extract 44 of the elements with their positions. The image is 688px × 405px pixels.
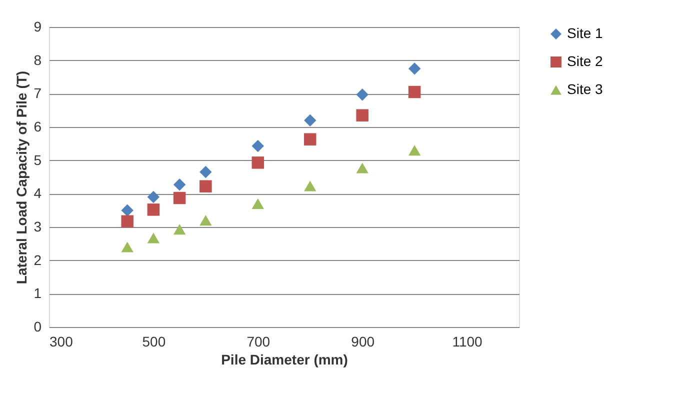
legend-label: Site 2 <box>567 53 604 69</box>
point <box>304 114 316 126</box>
point <box>173 178 186 191</box>
x-tick-label: 500 <box>142 334 166 350</box>
point <box>200 166 212 178</box>
y-tick-label: 7 <box>34 85 42 102</box>
point <box>356 162 368 174</box>
point <box>173 224 186 235</box>
y-tick-label: 5 <box>34 152 42 168</box>
x-axis-title: Pile Diameter (mm) <box>221 352 348 368</box>
point <box>252 156 264 169</box>
point <box>304 133 316 146</box>
x-tick-label: 700 <box>246 334 270 350</box>
point <box>147 232 160 244</box>
point <box>200 180 212 192</box>
point <box>121 204 134 216</box>
y-tick-label: 8 <box>34 52 42 68</box>
point <box>408 86 421 98</box>
point <box>356 109 368 122</box>
x-tick-label: 900 <box>351 334 375 350</box>
point <box>304 180 316 192</box>
point <box>408 62 421 75</box>
point <box>356 88 368 101</box>
point <box>147 204 160 216</box>
x-tick-label: 1100 <box>452 334 483 350</box>
point <box>252 140 264 152</box>
point <box>147 190 160 204</box>
point <box>173 192 186 204</box>
point <box>200 215 212 226</box>
x-tick-label: 300 <box>50 334 74 350</box>
y-tick-label: 0 <box>34 318 42 334</box>
y-tick-label: 4 <box>34 185 42 202</box>
y-tick-label: 1 <box>34 285 42 302</box>
legend-label: Site 3 <box>567 81 604 97</box>
y-tick-label: 3 <box>34 218 42 234</box>
point <box>408 145 421 156</box>
point <box>252 198 264 209</box>
y-tick-label: 2 <box>34 252 42 268</box>
legend-label: Site 1 <box>567 25 604 41</box>
point <box>121 242 134 252</box>
y-tick-label: 6 <box>34 118 42 134</box>
y-axis-title: Lateral Load Capacity of Pile (T) <box>14 70 30 284</box>
y-tick-label: 9 <box>34 18 42 34</box>
point <box>121 215 134 228</box>
